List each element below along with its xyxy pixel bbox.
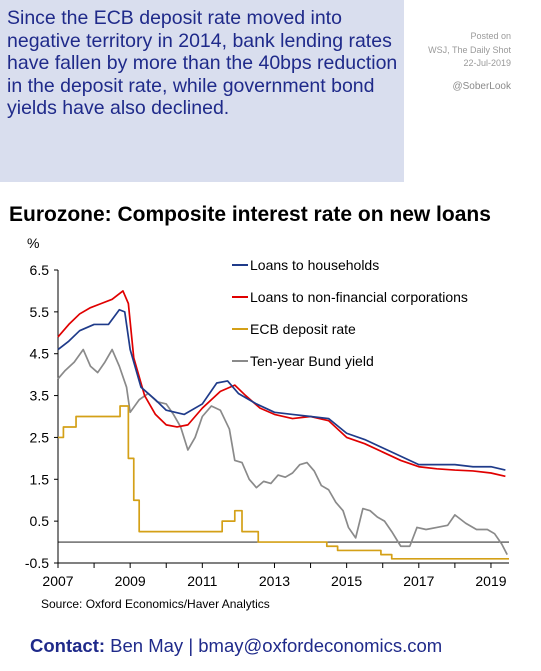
commentary-box: Since the ECB deposit rate moved into ne… — [0, 0, 404, 182]
x-tick-label: 2015 — [331, 573, 362, 589]
x-tick-label: 2007 — [42, 573, 73, 589]
y-axis-unit-label: % — [27, 235, 39, 251]
posted-label: Posted on — [470, 31, 511, 41]
x-tick-label: 2009 — [115, 573, 146, 589]
y-tick-label: 5.5 — [30, 304, 50, 320]
x-tick-label: 2011 — [187, 573, 217, 589]
y-tick-label: 1.5 — [30, 471, 50, 487]
legend-label-bund: Ten-year Bund yield — [250, 353, 374, 369]
y-tick-label: 3.5 — [30, 388, 50, 404]
posted-date: 22-Jul-2019 — [463, 58, 511, 68]
x-tick-label: 2013 — [259, 573, 290, 589]
chart-title: Eurozone: Composite interest rate on new… — [9, 203, 491, 226]
x-tick-label: 2019 — [475, 573, 506, 589]
y-tick-label: 4.5 — [30, 346, 50, 362]
series-line-ecb — [58, 405, 509, 560]
post-meta: Posted on WSJ, The Daily Shot 22-Jul-201… — [401, 30, 511, 93]
contact-line: Contact: Ben May | bmay@oxfordeconomics.… — [30, 635, 442, 657]
line-chart: % -0.5 0.5 1.5 2.5 3.5 4.5 5.5 6.5 2007 2009 2011 20… — [25, 235, 509, 589]
series-line-nfc — [57, 290, 506, 478]
y-tick-label: 2.5 — [30, 429, 50, 445]
contact-details: Ben May | bmay@oxfordeconomics.com — [110, 635, 443, 656]
y-tick-label: 6.5 — [30, 262, 50, 278]
legend-label-ecb: ECB deposit rate — [250, 321, 356, 337]
y-tick-label: -0.5 — [25, 555, 49, 571]
y-tick-label: 0.5 — [30, 513, 50, 529]
series-line-households — [57, 308, 506, 471]
commentary-text: Since the ECB deposit rate moved into ne… — [7, 7, 398, 119]
legend-label-households: Loans to households — [250, 257, 379, 273]
contact-label: Contact: — [30, 635, 106, 656]
posted-source: WSJ, The Daily Shot — [428, 44, 511, 55]
author-handle: @SoberLook — [452, 80, 511, 92]
legend-label-nfc: Loans to non-financial corporations — [250, 289, 468, 305]
chart-source: Source: Oxford Economics/Haver Analytics — [41, 597, 270, 611]
x-tick-label: 2017 — [403, 573, 434, 589]
series-line-bund — [57, 348, 508, 556]
